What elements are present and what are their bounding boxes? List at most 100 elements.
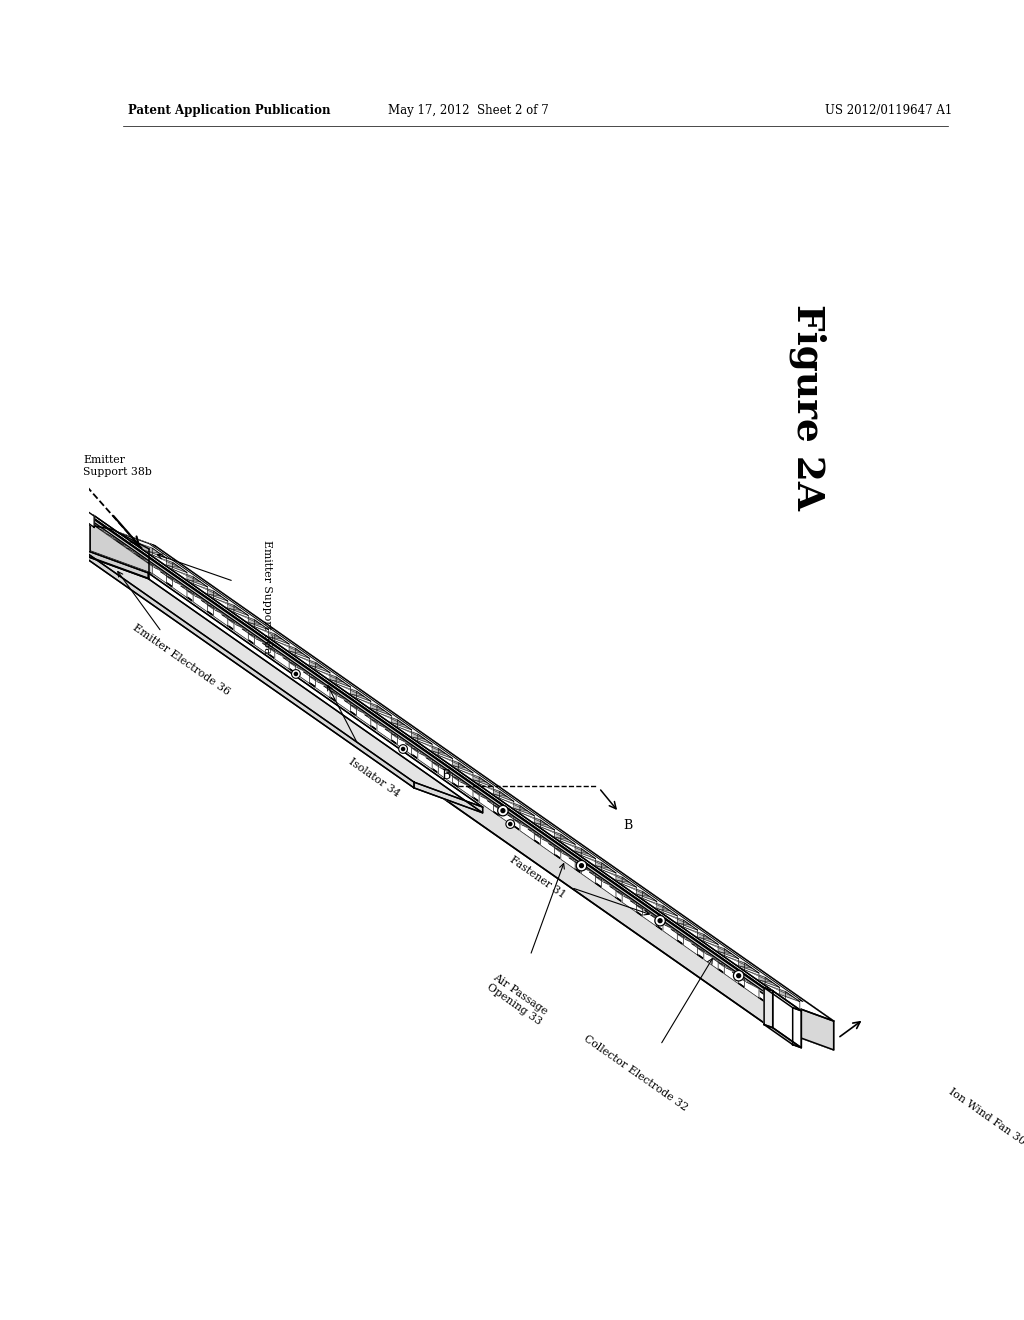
Polygon shape — [80, 548, 482, 807]
Text: Ion Wind Fan 30: Ion Wind Fan 30 — [947, 1086, 1024, 1147]
Polygon shape — [262, 643, 330, 673]
Circle shape — [658, 919, 662, 923]
Polygon shape — [73, 502, 94, 528]
Polygon shape — [155, 546, 834, 1049]
Polygon shape — [377, 705, 391, 741]
Polygon shape — [744, 964, 759, 998]
Text: Figure 2A: Figure 2A — [790, 304, 827, 510]
Polygon shape — [140, 557, 208, 587]
Polygon shape — [650, 915, 718, 944]
Circle shape — [292, 669, 300, 678]
Polygon shape — [724, 949, 738, 983]
Text: Fastener 31: Fastener 31 — [508, 854, 567, 900]
Polygon shape — [90, 523, 155, 574]
Polygon shape — [120, 543, 187, 573]
Polygon shape — [397, 719, 412, 755]
Polygon shape — [467, 787, 535, 816]
Polygon shape — [385, 729, 453, 759]
Text: Emitter Electrode 36: Emitter Electrode 36 — [130, 623, 231, 697]
Polygon shape — [180, 586, 248, 615]
Polygon shape — [793, 1007, 802, 1048]
Polygon shape — [85, 512, 764, 991]
Circle shape — [733, 970, 743, 981]
Polygon shape — [765, 977, 779, 1012]
Polygon shape — [549, 843, 616, 873]
Polygon shape — [479, 777, 494, 812]
Polygon shape — [153, 548, 167, 583]
Polygon shape — [589, 873, 656, 902]
Polygon shape — [406, 743, 473, 772]
Polygon shape — [426, 758, 494, 787]
Polygon shape — [569, 858, 636, 887]
Polygon shape — [663, 906, 677, 941]
Polygon shape — [561, 834, 575, 870]
Polygon shape — [274, 634, 289, 669]
Polygon shape — [148, 573, 482, 813]
Polygon shape — [609, 887, 677, 916]
Polygon shape — [541, 820, 555, 855]
Circle shape — [398, 744, 408, 754]
Polygon shape — [500, 792, 514, 826]
Polygon shape — [201, 601, 268, 630]
Polygon shape — [80, 554, 482, 813]
Circle shape — [736, 974, 740, 978]
Polygon shape — [90, 523, 769, 1027]
Text: B: B — [441, 768, 451, 781]
Polygon shape — [602, 863, 616, 898]
Polygon shape — [161, 572, 227, 601]
Polygon shape — [90, 523, 834, 1022]
Circle shape — [580, 863, 584, 867]
Text: B: B — [624, 820, 633, 832]
Circle shape — [577, 861, 587, 871]
Polygon shape — [336, 677, 350, 711]
Polygon shape — [254, 619, 268, 655]
Polygon shape — [630, 900, 697, 931]
Polygon shape — [764, 1024, 802, 1048]
Polygon shape — [528, 829, 596, 858]
Polygon shape — [785, 991, 800, 1027]
Polygon shape — [764, 987, 773, 995]
Polygon shape — [295, 648, 309, 684]
Polygon shape — [764, 987, 773, 1028]
Polygon shape — [99, 529, 167, 558]
Polygon shape — [365, 715, 432, 744]
Circle shape — [294, 672, 298, 676]
Circle shape — [401, 747, 404, 751]
Polygon shape — [623, 878, 636, 912]
Polygon shape — [703, 935, 718, 969]
Polygon shape — [324, 686, 391, 715]
Polygon shape — [80, 548, 414, 788]
Polygon shape — [356, 692, 371, 726]
Circle shape — [655, 916, 666, 925]
Polygon shape — [487, 801, 555, 830]
Circle shape — [501, 809, 505, 813]
Polygon shape — [242, 628, 309, 659]
Polygon shape — [80, 548, 148, 578]
Polygon shape — [438, 748, 453, 784]
Polygon shape — [214, 591, 227, 626]
Polygon shape — [90, 550, 834, 1049]
Polygon shape — [671, 929, 738, 958]
Polygon shape — [691, 944, 759, 973]
Text: Collector Electrode 32: Collector Electrode 32 — [582, 1034, 689, 1113]
Polygon shape — [96, 524, 803, 1002]
Polygon shape — [303, 672, 371, 701]
Polygon shape — [194, 577, 208, 612]
Polygon shape — [344, 701, 412, 730]
Polygon shape — [732, 973, 800, 1002]
Polygon shape — [173, 562, 187, 598]
Polygon shape — [683, 920, 697, 956]
Polygon shape — [446, 772, 514, 801]
Polygon shape — [221, 615, 289, 644]
Text: May 17, 2012  Sheet 2 of 7: May 17, 2012 Sheet 2 of 7 — [388, 104, 549, 117]
Text: Emitter
Support 38b: Emitter Support 38b — [83, 455, 153, 477]
Polygon shape — [414, 783, 482, 813]
Polygon shape — [233, 606, 248, 640]
Polygon shape — [764, 987, 802, 1011]
Polygon shape — [508, 814, 575, 845]
Circle shape — [498, 805, 508, 816]
Circle shape — [509, 822, 512, 825]
Polygon shape — [459, 763, 473, 797]
Polygon shape — [642, 891, 656, 927]
Circle shape — [506, 820, 515, 829]
